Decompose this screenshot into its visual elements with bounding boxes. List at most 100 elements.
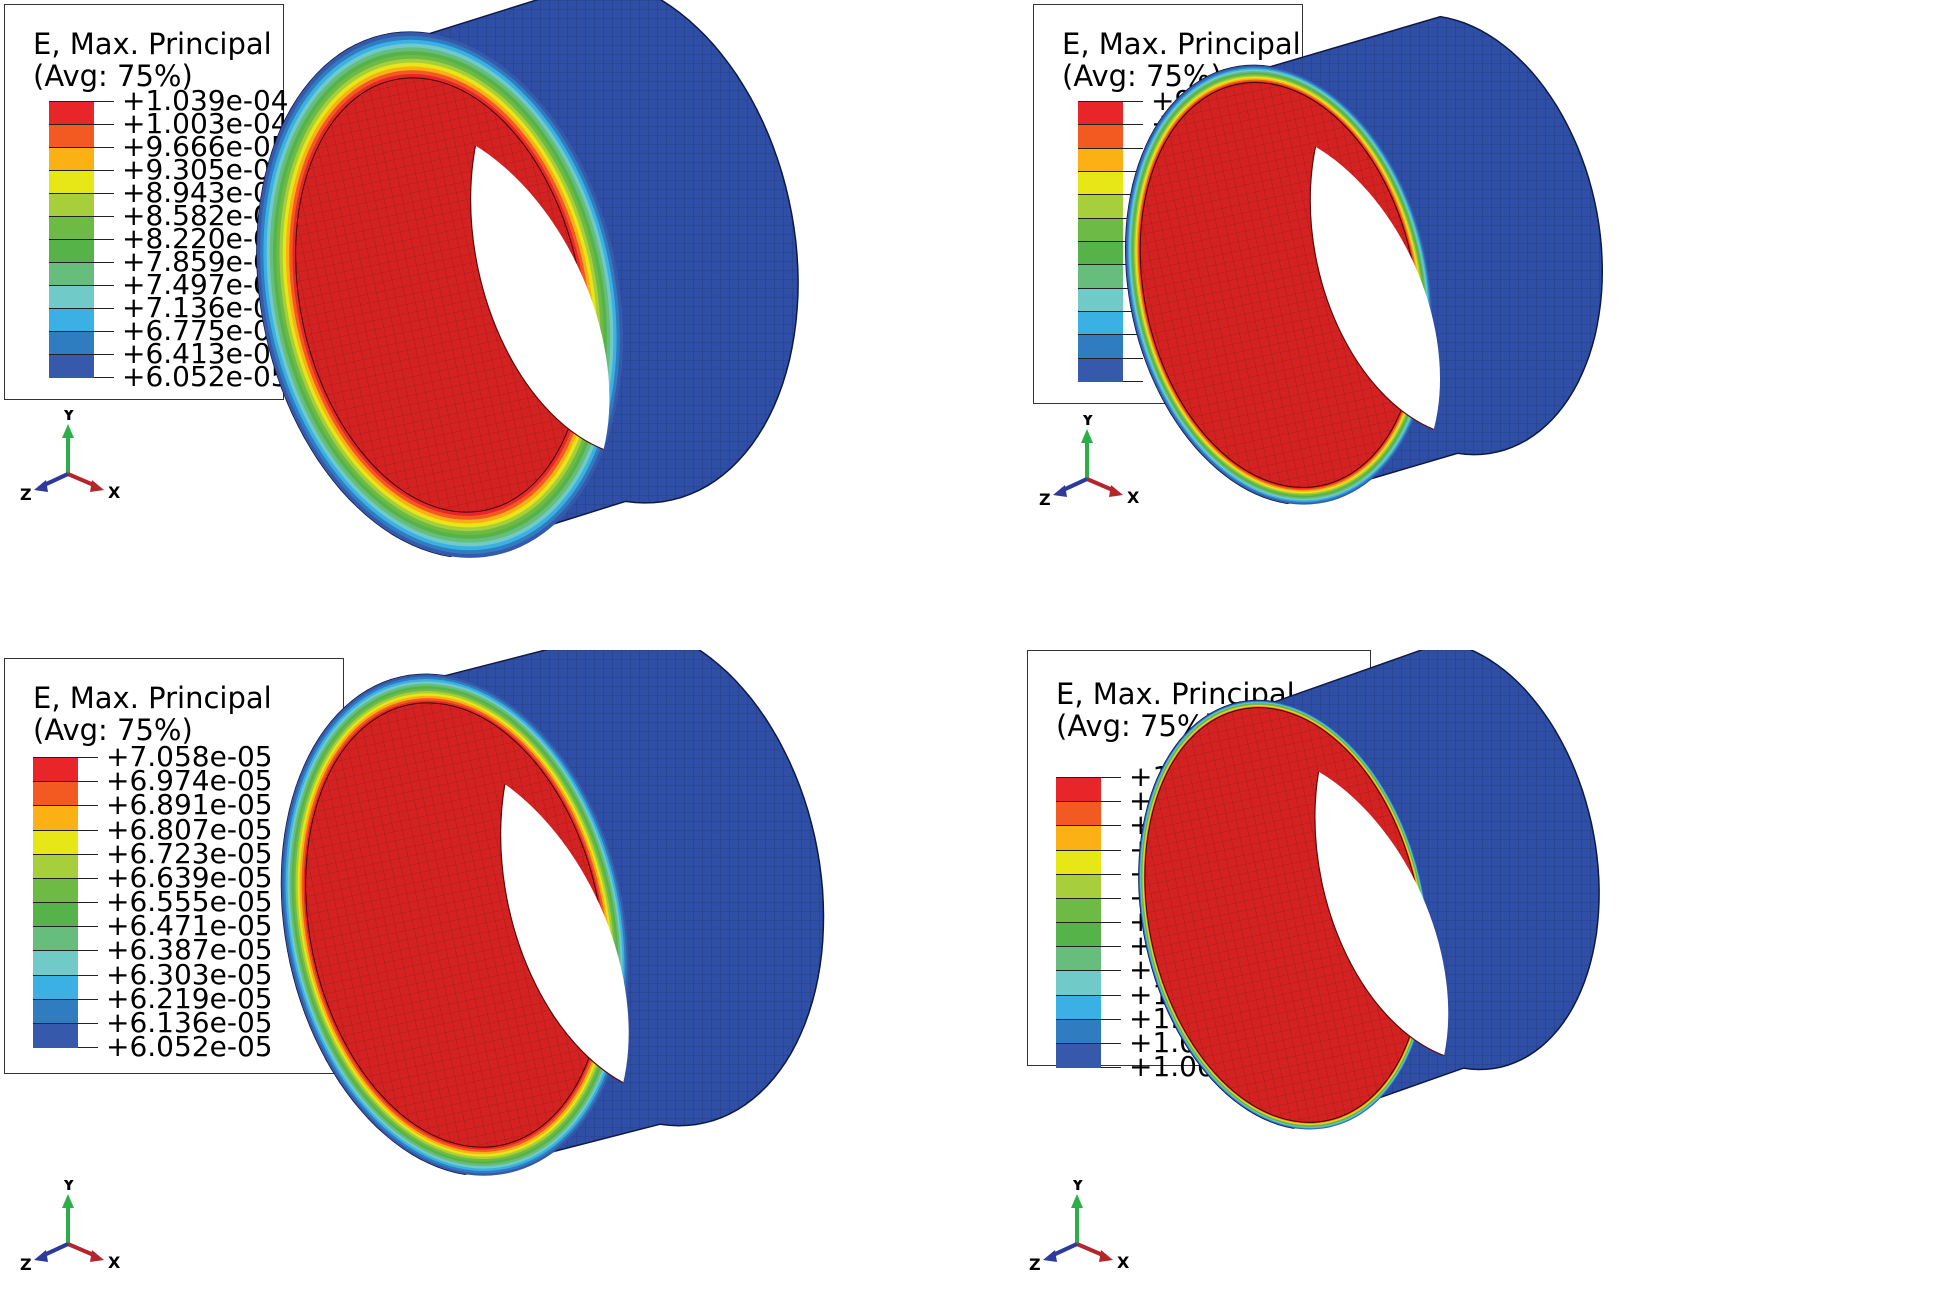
color-band xyxy=(1056,801,1101,827)
legend-tick xyxy=(94,354,114,355)
color-band xyxy=(1056,970,1101,996)
legend-value: +6.387e-05 xyxy=(106,933,273,967)
ring-body xyxy=(280,650,825,1176)
panel-d: E, Max. Principal (Avg: 75%) +1.039e-04+… xyxy=(969,650,1938,1300)
legend-tick xyxy=(78,805,98,807)
legend-tick xyxy=(94,377,114,378)
color-band xyxy=(1056,946,1101,972)
legend-title: E, Max. Principal xyxy=(33,681,272,715)
legend-tick xyxy=(1101,825,1121,827)
axis-x-label: X xyxy=(1117,1253,1130,1272)
axis-x-label: X xyxy=(1127,488,1140,507)
color-band xyxy=(33,950,78,976)
legend-a: E, Max. Principal (Avg: 75%) +1.039e-04 +… xyxy=(4,4,289,400)
ring-model-b xyxy=(1124,15,1604,505)
color-band xyxy=(33,853,78,879)
legend-value: +6.052e-05 xyxy=(122,360,289,393)
color-band xyxy=(1078,311,1123,336)
color-band xyxy=(49,262,94,286)
color-band xyxy=(1056,994,1101,1020)
legend-tick xyxy=(1123,101,1143,102)
legend-tick xyxy=(94,124,114,125)
ring-model-a xyxy=(256,0,799,558)
legend-value: +6.555e-05 xyxy=(106,885,273,918)
legend-tick xyxy=(1101,1067,1121,1068)
axis-y-arrow xyxy=(62,1194,74,1208)
legend-tick xyxy=(94,262,114,263)
axis-z-label: Z xyxy=(20,1255,32,1274)
legend-tick xyxy=(94,308,114,309)
color-band xyxy=(1056,777,1101,803)
legend-value: +1.039e-04 xyxy=(122,84,289,117)
color-band xyxy=(1056,897,1101,923)
legend-value: +1.003e-04 xyxy=(122,107,289,140)
color-band xyxy=(33,757,78,783)
panel-c: E, Max. Principal (Avg: 75%) +7.058e-05 +… xyxy=(0,650,969,1300)
legend-value: +6.052e-05 xyxy=(106,1030,273,1063)
color-band xyxy=(49,239,94,263)
legend-tick xyxy=(94,101,114,102)
axis-x-label: X xyxy=(108,483,121,502)
legend-tick xyxy=(78,1022,98,1024)
color-band xyxy=(33,829,78,855)
color-band xyxy=(1078,357,1123,382)
ring-body xyxy=(1124,15,1604,505)
legend-value: +6.219e-05 xyxy=(106,981,273,1015)
legend-tick xyxy=(94,147,114,148)
color-band xyxy=(1078,241,1123,266)
axis-y-label: Y xyxy=(1081,415,1094,429)
legend-tick xyxy=(1101,873,1121,875)
color-scale: +7.058e-05 +6.974e-05 +6.891e-05 +6.807e-05… xyxy=(33,743,273,1061)
legend-value: +6.303e-05 xyxy=(106,957,273,991)
axis-x-arrow xyxy=(90,1250,104,1262)
panel-b: E, Max. Principal (Avg: 75%) +9.589e-05+… xyxy=(969,0,1938,650)
legend-tick xyxy=(1101,1042,1121,1044)
legend-tick xyxy=(78,902,98,903)
legend-tick xyxy=(1101,946,1121,948)
legend-tick xyxy=(94,331,114,332)
legend-tick xyxy=(94,170,114,171)
color-band xyxy=(49,354,94,378)
color-band xyxy=(33,877,78,903)
legend-tick xyxy=(1101,970,1121,972)
legend-subtitle: (Avg: 75%) xyxy=(33,713,193,747)
legend-tick xyxy=(78,853,98,855)
axis-y-label: Y xyxy=(62,1180,75,1194)
ring-body xyxy=(1138,650,1600,1130)
panel-a: E, Max. Principal (Avg: 75%) +1.039e-04 +… xyxy=(0,0,969,650)
color-band xyxy=(1078,171,1123,196)
color-band xyxy=(1056,873,1101,899)
legend-value: +6.639e-05 xyxy=(106,860,273,894)
legend-value: +6.413e-05 xyxy=(122,337,289,370)
color-band xyxy=(33,781,78,807)
axis-z-arrow xyxy=(1053,485,1067,497)
legend-tick xyxy=(1123,147,1143,149)
legend-tick xyxy=(1101,801,1121,803)
legend-tick xyxy=(1123,171,1143,172)
ring-body xyxy=(256,0,799,558)
legend-tick xyxy=(78,1047,98,1048)
legend-tick xyxy=(1123,357,1143,359)
legend-value: +6.723e-05 xyxy=(106,836,273,870)
color-band xyxy=(1056,825,1101,851)
legend-tick xyxy=(94,285,114,286)
ring-model-c xyxy=(280,650,825,1176)
legend-tick xyxy=(94,239,114,240)
legend-tick xyxy=(78,926,98,928)
legend-tick xyxy=(78,829,98,831)
legend-value: +9.666e-05 xyxy=(122,130,289,163)
color-band xyxy=(49,285,94,309)
axis-triad: Y X Z xyxy=(20,405,140,520)
legend-value: +9.305e-05 xyxy=(122,153,289,186)
axis-x-label: X xyxy=(108,1253,121,1272)
color-band xyxy=(33,805,78,831)
color-band xyxy=(49,101,94,125)
legend-value: +6.891e-05 xyxy=(106,788,273,822)
color-band xyxy=(33,1022,78,1048)
axis-y-arrow xyxy=(1071,1194,1083,1208)
color-band xyxy=(1078,217,1123,242)
legend-tick xyxy=(1123,381,1143,382)
color-band xyxy=(1078,334,1123,359)
axis-z-label: Z xyxy=(20,485,32,504)
color-band xyxy=(33,902,78,928)
